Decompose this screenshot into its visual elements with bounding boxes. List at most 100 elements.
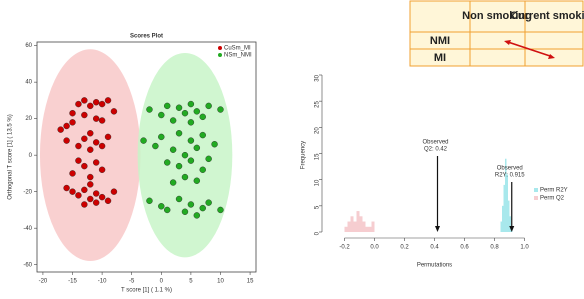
x-tick-label: 0.8 — [490, 245, 499, 251]
point — [104, 197, 112, 205]
point — [193, 212, 201, 219]
point — [164, 159, 171, 166]
y-tick-label: 20 — [25, 116, 32, 122]
point — [81, 111, 88, 119]
y-tick-label: -60 — [23, 262, 32, 268]
point — [193, 108, 201, 115]
point — [110, 108, 118, 115]
annotation-label: Q2: 0.42 — [424, 147, 448, 153]
point — [205, 155, 212, 163]
point — [98, 142, 106, 150]
point — [110, 188, 118, 195]
histogram-bar — [344, 226, 348, 232]
y-tick-label: -20 — [23, 189, 32, 195]
point — [104, 133, 112, 141]
point — [175, 130, 183, 137]
histogram-bar — [508, 200, 510, 232]
point — [146, 197, 153, 205]
x-tick-label: -20 — [39, 279, 48, 285]
histogram-bar — [347, 221, 351, 232]
table-row-label: NMI — [430, 35, 450, 47]
point — [193, 144, 201, 152]
y-axis-label: Frequency — [301, 141, 307, 169]
point — [87, 102, 94, 110]
point — [69, 170, 76, 177]
annotation-label: Observed — [497, 166, 523, 172]
point — [69, 109, 76, 117]
y-tick-label: 40 — [25, 80, 32, 86]
point — [63, 122, 70, 130]
x-tick-label: -5 — [129, 279, 135, 285]
point — [211, 141, 218, 148]
y-tick-label: 60 — [25, 43, 32, 49]
legend-marker — [218, 53, 222, 57]
point — [193, 177, 201, 184]
point — [87, 146, 94, 153]
legend-label: Perm R2Y — [540, 188, 568, 194]
point — [63, 137, 70, 144]
histogram-bar — [509, 216, 511, 232]
point — [92, 139, 100, 146]
y-tick-label: 10 — [315, 179, 321, 186]
point — [92, 199, 100, 206]
point — [199, 113, 206, 121]
point — [146, 106, 153, 113]
point — [187, 100, 195, 108]
x-tick-label: -15 — [68, 279, 77, 285]
histogram-bar — [505, 158, 507, 232]
point — [181, 151, 189, 159]
histogram-bar — [368, 226, 372, 232]
y-tick-label: 0 — [315, 231, 321, 235]
point — [81, 135, 88, 142]
point — [164, 206, 171, 214]
chart-title: Scores Plot — [130, 34, 163, 40]
x-tick-label: 5 — [189, 279, 193, 285]
point — [63, 184, 70, 192]
point — [175, 162, 183, 170]
point — [187, 201, 195, 208]
table: Non smoking Current smoking NMI MI — [409, 0, 584, 67]
x-tick-label: 10 — [217, 279, 224, 285]
y-tick-label: 15 — [315, 153, 321, 160]
x-tick-label: 0.6 — [460, 245, 469, 251]
point — [69, 188, 76, 195]
histogram-bar — [356, 211, 360, 232]
point — [217, 106, 224, 113]
y-tick-label: 25 — [315, 101, 321, 108]
x-tick-label: 1.0 — [520, 245, 529, 251]
y-tick-label: -40 — [23, 226, 32, 232]
point — [57, 126, 64, 133]
point — [175, 195, 183, 203]
point — [181, 109, 189, 117]
x-tick-label: -0.2 — [339, 245, 350, 251]
y-tick-label: 5 — [315, 205, 321, 209]
point — [92, 99, 100, 106]
confidence-ellipse — [39, 49, 141, 262]
point — [75, 157, 82, 164]
point — [187, 119, 195, 126]
point — [169, 146, 177, 153]
table-frame — [409, 0, 584, 67]
histogram-bar — [506, 174, 508, 232]
point — [75, 142, 82, 150]
point — [158, 133, 165, 141]
point — [87, 173, 94, 181]
annotation-arrowhead — [435, 226, 440, 232]
point — [217, 206, 224, 214]
histogram-bar — [365, 226, 369, 232]
histogram-bar — [502, 205, 504, 232]
histogram-bar — [359, 216, 363, 232]
histogram-bar — [350, 216, 354, 232]
point — [81, 186, 88, 194]
point — [98, 166, 106, 173]
point — [199, 204, 206, 212]
annotation-label: Observed — [422, 140, 448, 146]
point — [104, 97, 112, 104]
x-axis-label: Permutations — [417, 263, 452, 269]
x-tick-label: 15 — [247, 279, 254, 285]
histogram-bar — [500, 221, 502, 232]
arrow-head — [548, 54, 555, 59]
annotation-label: R2Y: 0.915 — [495, 173, 525, 179]
histogram-bar — [362, 221, 366, 232]
